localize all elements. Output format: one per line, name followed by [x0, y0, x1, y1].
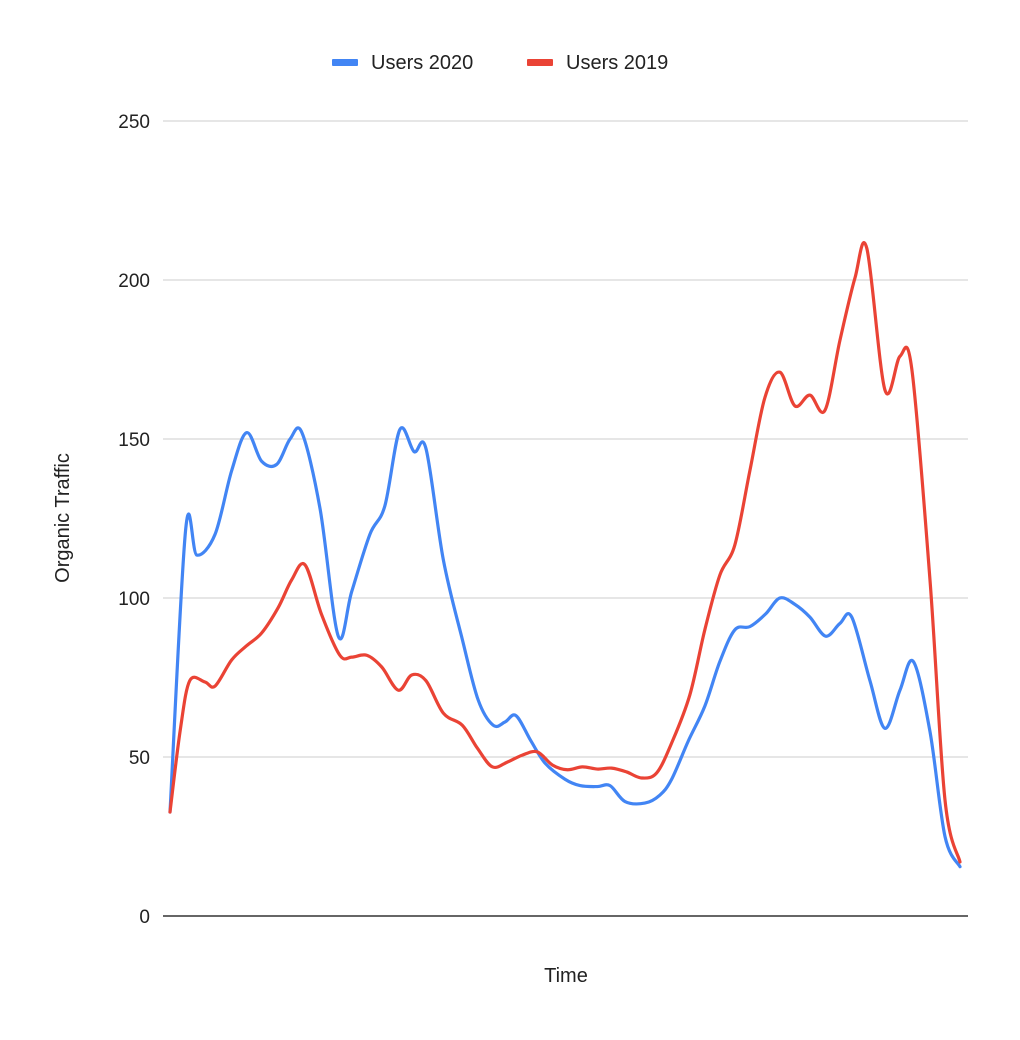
- legend-label-users-2019: Users 2019: [566, 52, 668, 74]
- legend: Users 2020 Users 2019: [332, 52, 668, 74]
- legend-item-users-2019[interactable]: Users 2019: [527, 52, 668, 74]
- legend-swatch-users-2019: [527, 59, 553, 66]
- series-line-users-2019: [168, 241, 962, 864]
- series-line-users-2020: [168, 426, 962, 869]
- y-tick-label: 250: [118, 112, 150, 133]
- y-tick-label: 150: [118, 430, 150, 451]
- y-tick-label: 100: [118, 589, 150, 610]
- y-axis-label: Organic Traffic: [52, 453, 74, 583]
- gridlines: [163, 120, 968, 758]
- series-lines: [168, 241, 962, 869]
- x-axis-label: Time: [544, 965, 588, 987]
- y-tick-labels: 0 50 100 150 200 250: [118, 112, 150, 928]
- legend-swatch-users-2020: [332, 59, 358, 66]
- legend-label-users-2020: Users 2020: [371, 52, 473, 74]
- y-tick-label: 200: [118, 271, 150, 292]
- y-tick-label: 0: [139, 907, 150, 928]
- y-tick-label: 50: [129, 748, 150, 769]
- legend-item-users-2020[interactable]: Users 2020: [332, 52, 473, 74]
